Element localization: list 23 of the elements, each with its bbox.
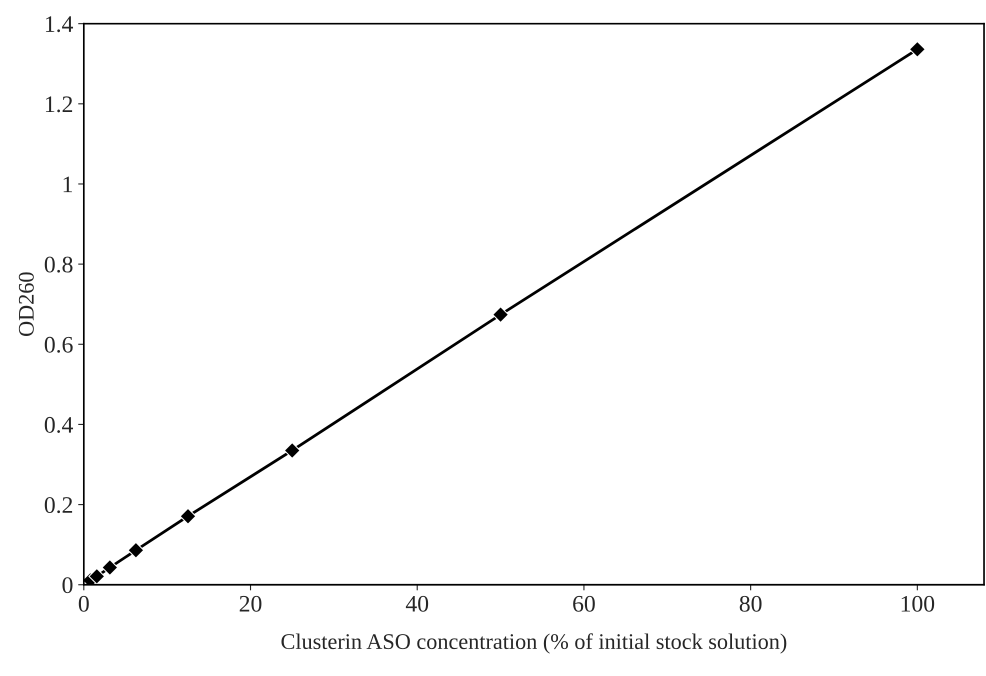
y-axis-title: OD260 — [18, 272, 34, 336]
point — [128, 542, 144, 559]
point — [284, 442, 301, 459]
y-tick-label: 0 — [62, 577, 72, 594]
y-tick-label: 0.8 — [44, 256, 72, 273]
x-tick-label: 0 — [78, 596, 89, 612]
y-tick-label: 1.4 — [46, 16, 74, 32]
point — [180, 508, 196, 525]
point — [101, 559, 118, 576]
x-tick-label: 20 — [240, 596, 262, 612]
x-tick-label: 100 — [902, 596, 934, 612]
x-tick-label: 60 — [573, 596, 595, 612]
x-tick-label: 40 — [406, 596, 428, 612]
y-tick-label: 1 — [64, 176, 72, 192]
y-tick-label: 0.6 — [44, 336, 73, 353]
x-axis-title: Clusterin ASO concentration (% of initial stock solution) — [281, 633, 786, 654]
point — [88, 568, 106, 585]
y-tick-label: 0.2 — [44, 497, 72, 514]
y-tick-label: 1.2 — [46, 96, 72, 112]
point — [908, 40, 926, 58]
y-tick-label: 0.4 — [44, 416, 74, 433]
x-tick-label: 80 — [740, 596, 762, 612]
point — [492, 306, 509, 323]
